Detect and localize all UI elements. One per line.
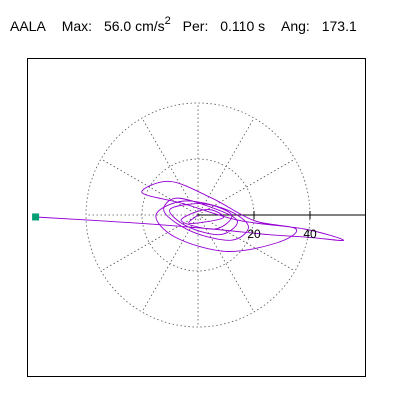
tick-labels: 20 40 [247, 227, 317, 241]
period-value: 0.110 s [220, 17, 266, 34]
max-exponent: 2 [164, 15, 171, 27]
motion-trace [35, 180, 345, 252]
max-label: Max: [61, 17, 93, 34]
grid-spoke-7 [100, 214, 199, 272]
azimuth-axis [198, 211, 366, 219]
angle-value: 173.1 [321, 17, 357, 34]
angle-label: Ang: [281, 17, 310, 34]
start-marker [32, 213, 40, 221]
radial-tick-label-1: 40 [303, 227, 317, 241]
grid-spoke-4 [141, 117, 199, 216]
grid-spoke-11 [197, 214, 296, 272]
grid-spoke-10 [197, 214, 255, 313]
max-value: 56.0 cm/s [103, 17, 165, 34]
period-label: Per: [182, 17, 209, 34]
grid-spoke-1 [197, 158, 296, 216]
grid-spoke-8 [141, 214, 199, 313]
grid-spoke-2 [197, 117, 255, 216]
header-readout: AALA Max: 56.0 cm/s2 Per: 0.110 s Ang: 1… [10, 15, 357, 34]
plot-frame [27, 58, 366, 377]
marker-layer [32, 213, 40, 221]
grid-spoke-5 [100, 158, 199, 216]
station-code: AALA [10, 17, 46, 34]
radial-tick-label-0: 20 [247, 227, 261, 241]
trace-layer [35, 180, 345, 252]
